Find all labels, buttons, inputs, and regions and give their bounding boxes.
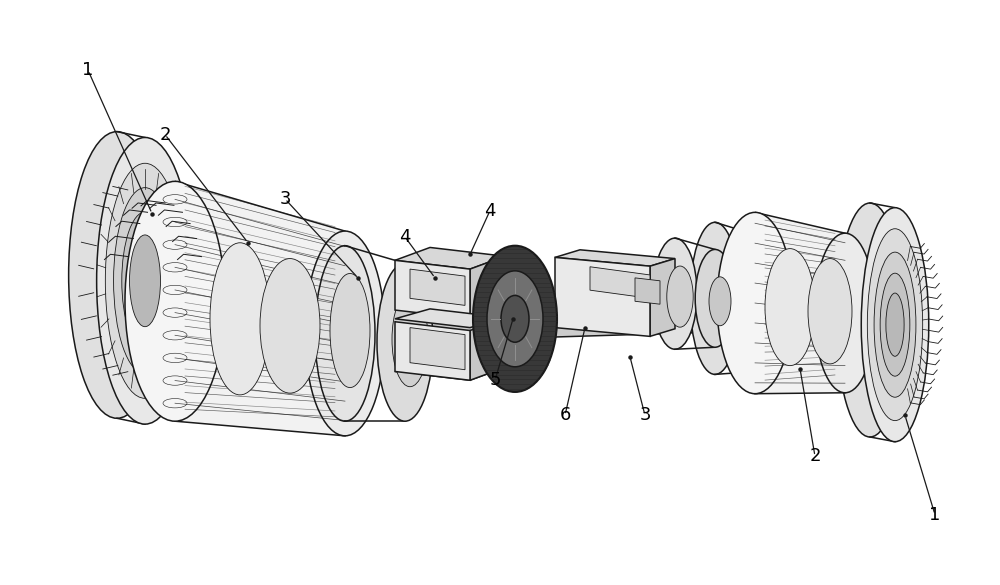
Text: 6: 6: [559, 407, 571, 424]
Ellipse shape: [69, 132, 165, 418]
Ellipse shape: [260, 259, 320, 393]
Ellipse shape: [886, 293, 904, 356]
Polygon shape: [395, 260, 470, 319]
Polygon shape: [395, 359, 505, 380]
Polygon shape: [175, 181, 345, 436]
Polygon shape: [650, 259, 675, 336]
Ellipse shape: [836, 203, 904, 437]
Polygon shape: [155, 308, 900, 349]
Ellipse shape: [867, 229, 923, 421]
Ellipse shape: [765, 249, 815, 366]
Polygon shape: [590, 267, 650, 298]
Ellipse shape: [122, 212, 168, 350]
Ellipse shape: [732, 235, 778, 371]
Ellipse shape: [501, 295, 529, 342]
Ellipse shape: [861, 208, 929, 442]
Polygon shape: [555, 257, 650, 336]
Ellipse shape: [210, 243, 270, 395]
Ellipse shape: [709, 277, 731, 326]
Ellipse shape: [305, 231, 385, 436]
Ellipse shape: [377, 263, 433, 421]
Ellipse shape: [330, 274, 370, 387]
Ellipse shape: [653, 238, 697, 349]
Ellipse shape: [808, 259, 852, 364]
Text: 3: 3: [279, 190, 291, 208]
Ellipse shape: [114, 188, 176, 374]
Text: 1: 1: [82, 61, 94, 79]
Text: 5: 5: [489, 371, 501, 389]
Polygon shape: [555, 250, 675, 266]
Ellipse shape: [815, 233, 875, 393]
Text: 4: 4: [484, 202, 496, 219]
Ellipse shape: [695, 249, 735, 347]
Polygon shape: [410, 269, 465, 305]
Polygon shape: [635, 278, 660, 304]
Ellipse shape: [874, 252, 916, 397]
Ellipse shape: [392, 292, 428, 387]
Text: 2: 2: [809, 448, 821, 465]
Ellipse shape: [690, 222, 740, 374]
Polygon shape: [395, 247, 505, 269]
Polygon shape: [470, 256, 505, 319]
Ellipse shape: [473, 246, 557, 392]
Polygon shape: [755, 212, 845, 394]
Text: 4: 4: [399, 228, 411, 246]
Polygon shape: [395, 322, 470, 380]
Text: 1: 1: [929, 506, 941, 524]
Polygon shape: [395, 309, 505, 328]
Ellipse shape: [880, 273, 910, 376]
Polygon shape: [410, 328, 465, 370]
Ellipse shape: [125, 181, 225, 421]
Polygon shape: [470, 318, 505, 380]
Ellipse shape: [105, 163, 185, 398]
Text: 2: 2: [159, 126, 171, 143]
Ellipse shape: [97, 137, 193, 424]
Ellipse shape: [667, 266, 693, 327]
Text: 3: 3: [639, 407, 651, 424]
Ellipse shape: [315, 246, 375, 421]
Ellipse shape: [487, 271, 543, 367]
Ellipse shape: [717, 212, 793, 394]
Ellipse shape: [130, 235, 160, 326]
